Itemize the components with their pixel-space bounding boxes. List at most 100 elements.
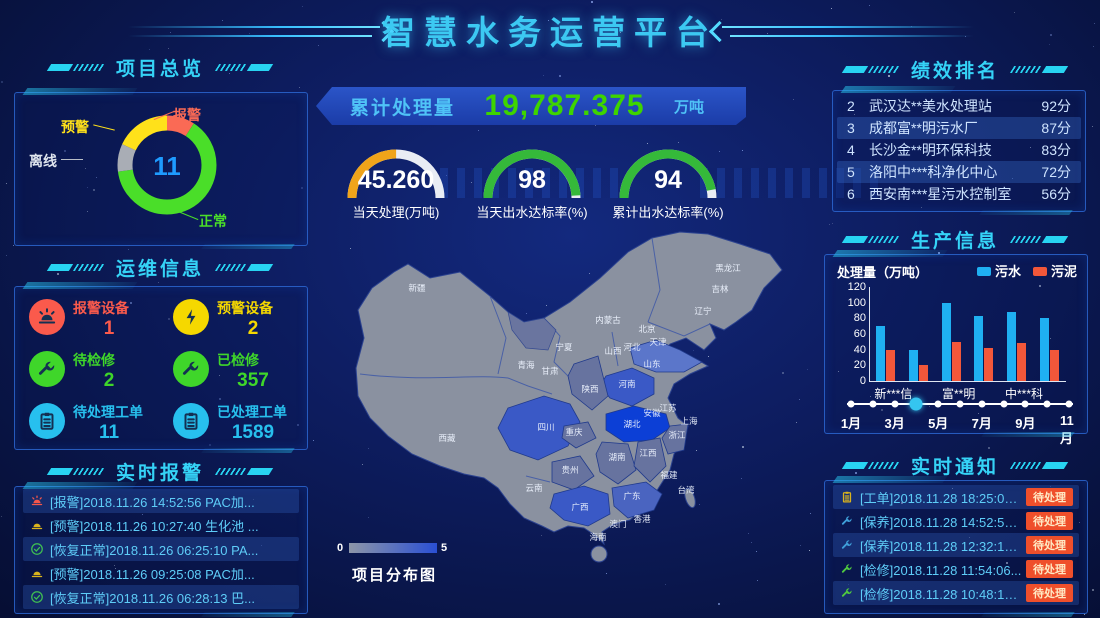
- month-label[interactable]: 9月: [1015, 416, 1036, 431]
- bar-污泥[interactable]: [886, 349, 896, 381]
- bar-污泥[interactable]: [1049, 349, 1059, 381]
- bar-污水[interactable]: [876, 326, 886, 381]
- ops-stat-待处理工单[interactable]: 待处理工单 11: [23, 401, 161, 449]
- slider-dot-month-8[interactable]: [1000, 400, 1008, 408]
- province-山东[interactable]: [629, 339, 703, 373]
- x-axis-label: 中***科: [1004, 387, 1044, 401]
- ops-stat-预警设备[interactable]: 预警设备 2: [167, 297, 305, 345]
- province-label-上海: 上海: [680, 416, 698, 426]
- ops-stat-已处理工单[interactable]: 已处理工单 1589: [167, 401, 305, 449]
- donut-label-offline: 离线: [29, 153, 57, 169]
- province-广东[interactable]: [611, 481, 663, 519]
- month-label[interactable]: 11月: [1060, 413, 1074, 446]
- bar-group[interactable]: [1039, 318, 1059, 381]
- list-item[interactable]: [恢复正常]2018.11.26 06:28:13 巴...: [23, 585, 299, 609]
- plant-name: 成都富**明污水厂: [869, 120, 978, 136]
- bar-污泥[interactable]: [919, 365, 928, 381]
- slider-dot-month-5[interactable]: [934, 400, 942, 408]
- status-badge[interactable]: 待处理: [1026, 512, 1073, 530]
- slider-dot-month-3[interactable]: [891, 400, 899, 408]
- province-label-山西: 山西: [604, 346, 621, 356]
- bar-污水[interactable]: [1039, 318, 1049, 381]
- province-浙江[interactable]: [661, 423, 689, 455]
- slider-dot-month-1[interactable]: [847, 400, 855, 408]
- list-item[interactable]: [恢复正常]2018.11.26 06:25:10 PA...: [23, 537, 299, 561]
- status-badge[interactable]: 待处理: [1026, 584, 1073, 602]
- ops-stat-已检修[interactable]: 已检修 357: [167, 349, 305, 397]
- slider-dot-month-10[interactable]: [1043, 400, 1051, 408]
- check-icon: [29, 541, 45, 557]
- china-map[interactable]: 新疆 西藏 青海 甘肃 宁夏 内蒙古 黑龙江 吉林 辽宁 北京 天津 河北 山西 山东 河南 陕西 四川 重庆 湖北…: [312, 226, 796, 570]
- ops-stat-value: 2: [247, 318, 259, 339]
- list-item[interactable]: [预警]2018.11.26 10:27:40 生化池 ...: [23, 513, 299, 537]
- province-label-江苏: 江苏: [659, 403, 677, 413]
- project-status-donut-chart[interactable]: [107, 105, 227, 225]
- ops-stat-待检修[interactable]: 待检修 2: [23, 349, 161, 397]
- province-label-黑龙江: 黑龙江: [715, 263, 741, 273]
- status-badge[interactable]: 待处理: [1026, 488, 1073, 506]
- month-label[interactable]: 5月: [928, 416, 949, 431]
- bar-group[interactable]: [876, 326, 896, 381]
- bar-污泥[interactable]: [984, 348, 994, 381]
- ranking-row[interactable]: 2 武汉达**美水处理站 92分: [837, 95, 1081, 117]
- ranking-panel: 2 武汉达**美水处理站 92分 3 成都富**明污水厂 87分 4 长沙金**明环保科技 83…: [832, 90, 1086, 212]
- ops-stat-报警设备[interactable]: 报警设备 1: [23, 297, 161, 345]
- month-label[interactable]: 3月: [884, 416, 905, 431]
- slider-dot-month-9[interactable]: [1021, 400, 1029, 408]
- ranking-row[interactable]: 6 西安南***星污水控制室 56分: [837, 183, 1081, 205]
- list-item[interactable]: [预警]2018.11.26 09:25:08 PAC加...: [23, 561, 299, 585]
- production-title-text: 生产信息: [910, 231, 999, 252]
- gauge-label: 当天处理(万吨): [352, 205, 440, 220]
- slider-dot-month-7[interactable]: [978, 400, 986, 408]
- list-item[interactable]: [保养]2018.11.28 12:32:16... 待处理: [833, 533, 1079, 557]
- legend-item-污泥[interactable]: 污泥: [1032, 261, 1077, 280]
- list-item-text: [保养]2018.11.28 14:52:56...: [860, 514, 1022, 530]
- bar-污泥[interactable]: [1017, 343, 1026, 381]
- bar-污水[interactable]: [1007, 312, 1016, 381]
- province-陕西[interactable]: [567, 355, 609, 411]
- month-label[interactable]: 7月: [971, 416, 992, 431]
- month-label[interactable]: 1月: [840, 416, 862, 431]
- province-江西[interactable]: [633, 437, 667, 483]
- title-deco-right: [213, 63, 274, 72]
- province-湖北[interactable]: [605, 405, 671, 443]
- bar-group[interactable]: [1007, 312, 1026, 381]
- bar-group[interactable]: [941, 302, 961, 381]
- bar-污水[interactable]: [974, 315, 984, 381]
- province-重庆[interactable]: [561, 421, 597, 449]
- bar-chart-plot: 120 100 80 60 40 20 0: [848, 281, 1066, 387]
- bar-污水[interactable]: [909, 349, 918, 381]
- slider-dot-month-6[interactable]: [956, 400, 964, 408]
- list-item[interactable]: [检修]2018.11.28 10:48:17... 待处理: [833, 581, 1079, 605]
- total-processed-label: 累计处理量: [350, 97, 456, 119]
- bar-污泥[interactable]: [951, 341, 961, 381]
- province-label-甘肃: 甘肃: [541, 366, 559, 376]
- list-item[interactable]: [保养]2018.11.28 14:52:56... 待处理: [833, 509, 1079, 533]
- ranking-row[interactable]: 5 洛阳中***科净化中心 72分: [837, 161, 1081, 183]
- bar-group[interactable]: [974, 315, 994, 381]
- slider-dot-month-4[interactable]: [909, 397, 923, 411]
- x-axis-label: 新***信: [874, 387, 913, 401]
- map-legend-max: 5: [441, 542, 448, 554]
- ops-stat-value: 1: [103, 318, 115, 339]
- title-deco-right: [213, 467, 274, 476]
- slider-dot-month-11[interactable]: [1065, 400, 1073, 408]
- ranking-row[interactable]: 3 成都富**明污水厂 87分: [837, 117, 1081, 139]
- list-item[interactable]: [工单]2018.11.28 18:25:00... 待处理: [833, 485, 1079, 509]
- province-贵州[interactable]: [551, 455, 595, 491]
- ranking-title-text: 绩效排名: [910, 61, 999, 82]
- list-item[interactable]: [检修]2018.11.28 11:54:06... 待处理: [833, 557, 1079, 581]
- warnbell-icon: [29, 565, 45, 581]
- status-badge[interactable]: 待处理: [1026, 536, 1073, 554]
- slider-dot-month-2[interactable]: [869, 400, 877, 408]
- list-item[interactable]: [报警]2018.11.26 14:52:56 PAC加...: [23, 489, 299, 513]
- province-四川[interactable]: [497, 395, 581, 461]
- bar-group[interactable]: [909, 349, 928, 381]
- province-湖南[interactable]: [595, 441, 637, 485]
- legend-item-污水[interactable]: 污水: [976, 261, 1021, 280]
- province-广西[interactable]: [549, 485, 611, 527]
- bar-污水[interactable]: [941, 302, 951, 381]
- ranking-row[interactable]: 4 长沙金**明环保科技 83分: [837, 139, 1081, 161]
- status-badge[interactable]: 待处理: [1026, 560, 1073, 578]
- ranking-list: 2 武汉达**美水处理站 92分 3 成都富**明污水厂 87分 4 长沙金**明环保科技 83…: [837, 95, 1081, 205]
